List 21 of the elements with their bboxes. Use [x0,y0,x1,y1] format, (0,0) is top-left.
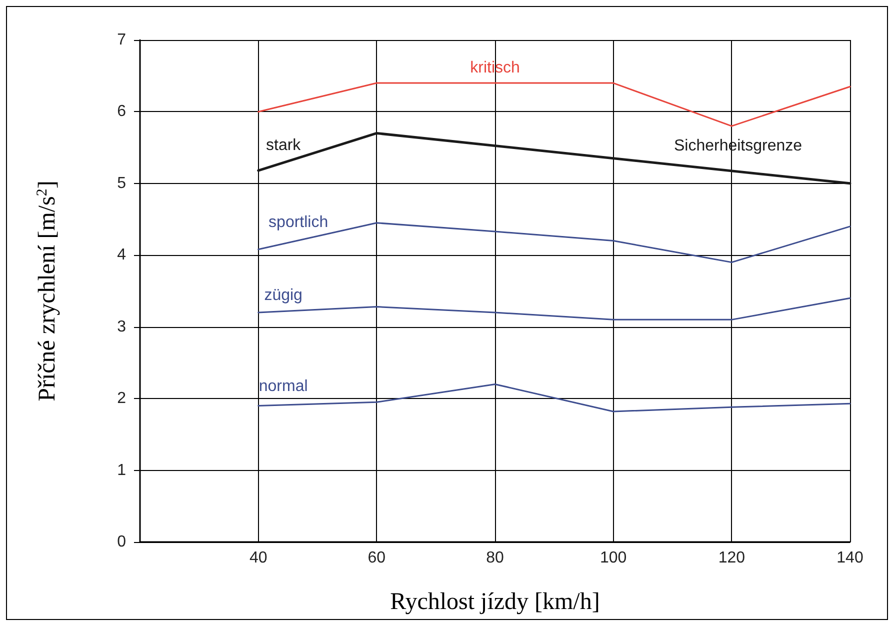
series-label: stark [266,137,302,154]
x-tick-label: 120 [718,550,746,566]
y-tick-label: 0 [117,534,126,550]
x-tick-label: 100 [600,550,627,566]
series-label: sportlich [268,214,328,231]
x-tick-label: 80 [486,550,504,566]
y-tick-label: 5 [117,174,126,192]
y-tick-label: 6 [117,103,126,120]
series-label: normal [258,378,308,396]
x-tick-label: 40 [249,550,268,566]
y-axis-title: Příčné zrychlení [m/s2] [34,180,60,402]
line-series [258,82,851,127]
x-axis-title: Rychlost jízdy [km/h] [390,589,600,615]
y-tick-label: 3 [117,318,126,336]
y-tick-label: 1 [117,462,126,479]
series-label: zügig [264,287,302,304]
x-tick-label: 140 [836,550,864,566]
y-tick-label: 4 [117,246,126,264]
x-tick-label: 60 [368,550,386,566]
y-tick-label: 2 [117,390,126,408]
y-tick-label: 7 [117,32,126,48]
